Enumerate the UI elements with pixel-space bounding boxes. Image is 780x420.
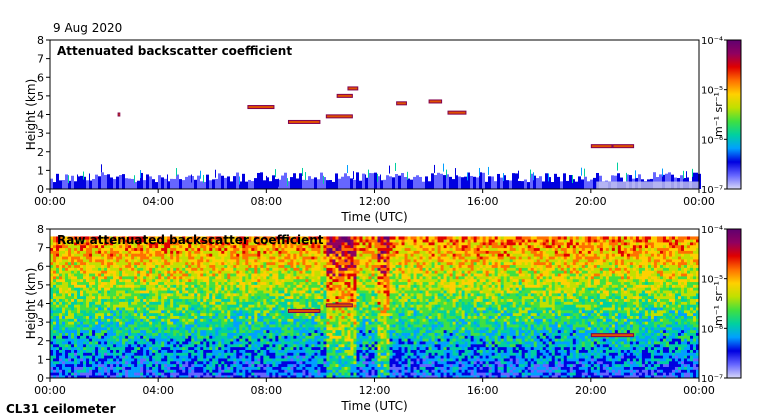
cloud-mark-core: [591, 334, 634, 337]
y-tick-label: 5: [37, 90, 44, 103]
colorbar-tick-label: 10⁻⁵: [701, 275, 723, 286]
date-label: 9 Aug 2020: [53, 21, 123, 35]
y-axis-label: Height (km): [24, 79, 38, 150]
x-tick-label: 04:00: [142, 384, 174, 397]
y-tick-label: 6: [37, 71, 44, 84]
cloud-mark-core: [326, 304, 352, 307]
x-tick-label: 00:00: [34, 195, 66, 208]
cloud-mark-core: [348, 87, 358, 90]
y-axis-label: Height (km): [24, 268, 38, 339]
x-tick-label: 12:00: [359, 384, 391, 397]
instrument-label: CL31 ceilometer: [6, 402, 116, 416]
chart-title: Raw attenuated backscatter coefficient: [57, 233, 324, 247]
colorbar-tick-label: 10⁻⁴: [701, 225, 723, 236]
chart-panel-1: Attenuated backscatter coefficient 0 1 2 3 4 5…: [24, 34, 742, 224]
colorbar-tick-label: 10⁻⁷: [701, 185, 723, 196]
y-tick-label: 8: [37, 34, 44, 47]
colorbar-label: m⁻¹ sr⁻¹: [712, 92, 725, 137]
y-tick-label: 4: [37, 298, 44, 311]
y-tick-label: 3: [37, 316, 44, 329]
y-tick-label: 2: [37, 335, 44, 348]
cloud-mark-core: [337, 94, 352, 97]
cloud-mark-core: [429, 100, 442, 103]
colorbar-tick-label: 10⁻⁶: [701, 324, 723, 335]
plot-area: [50, 40, 699, 189]
x-axis-label: Time (UTC): [340, 399, 407, 413]
x-tick-label: 16:00: [467, 195, 499, 208]
x-tick-label: 00:00: [683, 195, 715, 208]
cloud-mark-core: [448, 111, 466, 114]
x-tick-label: 12:00: [359, 195, 391, 208]
chart-title: Attenuated backscatter coefficient: [57, 44, 292, 58]
y-tick-label: 3: [37, 127, 44, 140]
cloud-mark-core: [288, 309, 320, 312]
cloud-mark-core: [288, 120, 320, 123]
y-tick-label: 0: [37, 183, 44, 196]
x-tick-label: 20:00: [575, 195, 607, 208]
heatmap-texture: [50, 162, 701, 189]
x-axis-label: Time (UTC): [340, 210, 407, 224]
chart-panel-2: Raw attenuated backscatter coefficient 0 1…: [24, 223, 742, 413]
cloud-mark-core: [248, 106, 274, 109]
cloud-mark-core: [613, 145, 634, 148]
x-tick-label: 08:00: [250, 195, 282, 208]
colorbar-tick-label: 10⁻⁶: [701, 135, 723, 146]
x-tick-label: 08:00: [250, 384, 282, 397]
cloud-mark-core: [591, 145, 612, 148]
colorbar-label: m⁻¹ sr⁻¹: [712, 281, 725, 326]
y-tick-label: 8: [37, 223, 44, 236]
x-tick-label: 04:00: [142, 195, 174, 208]
colorbar: [726, 39, 742, 190]
y-tick-label: 5: [37, 279, 44, 292]
colorbar-tick-label: 10⁻⁴: [701, 36, 723, 47]
cloud-mark-core: [326, 115, 352, 118]
y-tick-label: 4: [37, 109, 44, 122]
colorbar-tick-label: 10⁻⁵: [701, 86, 723, 97]
x-tick-label: 20:00: [575, 384, 607, 397]
cloud-mark-core: [118, 113, 120, 116]
cloud-mark-core: [397, 102, 406, 105]
x-tick-label: 16:00: [467, 384, 499, 397]
colorbar: [726, 228, 742, 379]
colorbar-tick-label: 10⁻⁷: [701, 374, 723, 385]
y-tick-label: 2: [37, 146, 44, 159]
x-tick-label: 00:00: [34, 384, 66, 397]
y-tick-label: 6: [37, 260, 44, 273]
y-tick-label: 1: [37, 164, 44, 177]
y-tick-label: 7: [37, 53, 44, 66]
heatmap-texture: [50, 236, 700, 379]
y-tick-label: 0: [37, 372, 44, 385]
y-tick-label: 7: [37, 242, 44, 255]
y-tick-label: 1: [37, 353, 44, 366]
x-tick-label: 00:00: [683, 384, 715, 397]
